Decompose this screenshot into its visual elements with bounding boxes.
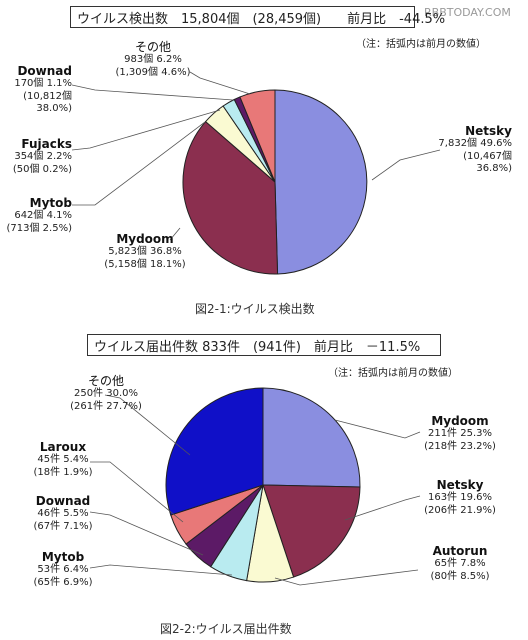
leader-downad-1 bbox=[71, 84, 234, 101]
slice-prev-value: (1,309個 4.6%) bbox=[115, 66, 191, 78]
leader-mydoom-1 bbox=[169, 227, 181, 241]
pie-slice-other bbox=[239, 89, 276, 183]
slice-name: Mytob bbox=[41, 550, 85, 564]
slice-prev-value: (10,812個 bbox=[23, 90, 72, 102]
chart1-label-downad: Downad 170個 1.1% (10,812個 38.0%) bbox=[6, 64, 72, 116]
chart1-caption: 図2-1:ウイルス検出数 bbox=[195, 302, 315, 316]
leader-other-2 bbox=[104, 394, 191, 456]
chart2-label-mydoom: Mydoom 211件 25.3% (218件 23.2%) bbox=[410, 414, 510, 453]
slice-prev-percent: 38.0%) bbox=[36, 103, 72, 114]
chart1-note: （注：括弧内は前月の数値） bbox=[356, 39, 486, 50]
slice-value: 45件 5.4% bbox=[37, 454, 89, 465]
slice-value: 354個 2.2% bbox=[14, 151, 72, 162]
pie-chart-reports bbox=[165, 387, 361, 583]
chart1-title: ウイルス検出数 15,804個 (28,459個) 前月比 -44.5% bbox=[70, 6, 445, 28]
slice-prev-value: (10,467個 bbox=[463, 150, 512, 162]
slice-name: Downad bbox=[17, 64, 72, 78]
slice-prev-percent: 36.8%) bbox=[476, 163, 512, 174]
leader-fujacks-1 bbox=[71, 109, 221, 151]
slice-name: Mydoom bbox=[116, 232, 174, 246]
chart2-label-netsky: Netsky 163件 19.6% (206件 21.9%) bbox=[410, 478, 510, 517]
pie-slice-mydoom bbox=[262, 387, 361, 488]
slice-name: Downad bbox=[35, 494, 91, 508]
slice-name: Netsky bbox=[436, 478, 484, 492]
chart1-label-other: その他 983個 6.2% (1,309個 4.6%) bbox=[108, 40, 198, 79]
slice-value: 5,823個 36.8% bbox=[108, 246, 182, 257]
slice-prev-value: (5,158個 18.1%) bbox=[104, 258, 186, 270]
slice-name: Laroux bbox=[39, 440, 87, 454]
leader-netsky-1 bbox=[371, 149, 441, 181]
slice-prev-value: (50個 0.2%) bbox=[12, 163, 72, 175]
leader-downad-2 bbox=[89, 511, 204, 556]
slice-prev-value: (218件 23.2%) bbox=[424, 440, 496, 452]
pie-slice-netsky bbox=[274, 89, 368, 275]
chart2-label-mytob: Mytob 53件 6.4% (65件 6.9%) bbox=[18, 550, 108, 589]
slice-value: 211件 25.3% bbox=[427, 428, 493, 439]
leader-mytob-1 bbox=[72, 121, 206, 206]
watermark: RBBTODAY.COM bbox=[424, 6, 511, 19]
slice-value: 163件 19.6% bbox=[427, 492, 493, 503]
slice-value: 250件 30.0% bbox=[73, 388, 139, 399]
leader-netsky-2 bbox=[344, 495, 421, 521]
leader-autorun-2 bbox=[274, 569, 419, 586]
pie-slice-netsky bbox=[262, 484, 361, 578]
slice-value: 53件 6.4% bbox=[37, 564, 89, 575]
pie-chart-detections bbox=[182, 89, 368, 275]
chart2-label-laroux: Laroux 45件 5.4% (18件 1.9%) bbox=[18, 440, 108, 479]
chart1-label-mytob: Mytob 642個 4.1% (713個 2.5%) bbox=[6, 196, 72, 235]
slice-prev-value: (65件 6.9%) bbox=[33, 576, 93, 588]
slice-value: 170個 1.1% bbox=[14, 78, 72, 89]
chart2-caption: 図2-2:ウイルス届出件数 bbox=[160, 622, 292, 636]
leader-laroux-2 bbox=[90, 461, 184, 523]
slice-value: 65件 7.8% bbox=[434, 558, 486, 569]
slice-prev-value: (67件 7.1%) bbox=[33, 520, 93, 532]
slice-prev-value: (713個 2.5%) bbox=[6, 222, 72, 234]
pie-slice-mydoom bbox=[182, 120, 279, 275]
leader-other-1 bbox=[189, 71, 251, 95]
chart1-label-netsky: Netsky 7,832個 49.6% (10,467個 36.8%) bbox=[412, 124, 512, 176]
pie-slice-other bbox=[165, 387, 264, 516]
slice-name: Mytob bbox=[29, 196, 72, 210]
slice-value: 983個 6.2% bbox=[124, 54, 182, 65]
slice-value: 46件 5.5% bbox=[37, 508, 89, 519]
slice-name: Mydoom bbox=[431, 414, 489, 428]
label-leader-lines bbox=[71, 71, 441, 586]
chart2-label-autorun: Autorun 65件 7.8% (80件 8.5%) bbox=[410, 544, 510, 583]
chart1-label-fujacks: Fujacks 354個 2.2% (50個 0.2%) bbox=[6, 137, 72, 176]
slice-prev-value: (206件 21.9%) bbox=[424, 504, 496, 516]
slice-name: その他 bbox=[134, 40, 171, 54]
slice-name: Fujacks bbox=[21, 137, 72, 151]
chart2-note: （注：括弧内は前月の数値） bbox=[328, 368, 458, 379]
slice-prev-value: (261件 27.7%) bbox=[70, 400, 142, 412]
leader-mytob-2 bbox=[89, 564, 233, 576]
chart2-title: ウイルス届出件数 833件 (941件) 前月比 －11.5% bbox=[87, 334, 441, 356]
slice-name: Autorun bbox=[432, 544, 488, 558]
chart2-label-other: その他 250件 30.0% (261件 27.7%) bbox=[56, 374, 156, 413]
slice-prev-value: (80件 8.5%) bbox=[430, 570, 490, 582]
slice-name: Netsky bbox=[465, 124, 512, 138]
slice-name: その他 bbox=[87, 374, 124, 388]
slice-prev-value: (18件 1.9%) bbox=[33, 466, 93, 478]
chart1-label-mydoom: Mydoom 5,823個 36.8% (5,158個 18.1%) bbox=[95, 232, 195, 271]
leader-mydoom-2 bbox=[334, 419, 421, 439]
slice-value: 7,832個 49.6% bbox=[438, 138, 512, 149]
chart2-label-downad: Downad 46件 5.5% (67件 7.1%) bbox=[18, 494, 108, 533]
slice-value: 642個 4.1% bbox=[14, 210, 72, 221]
